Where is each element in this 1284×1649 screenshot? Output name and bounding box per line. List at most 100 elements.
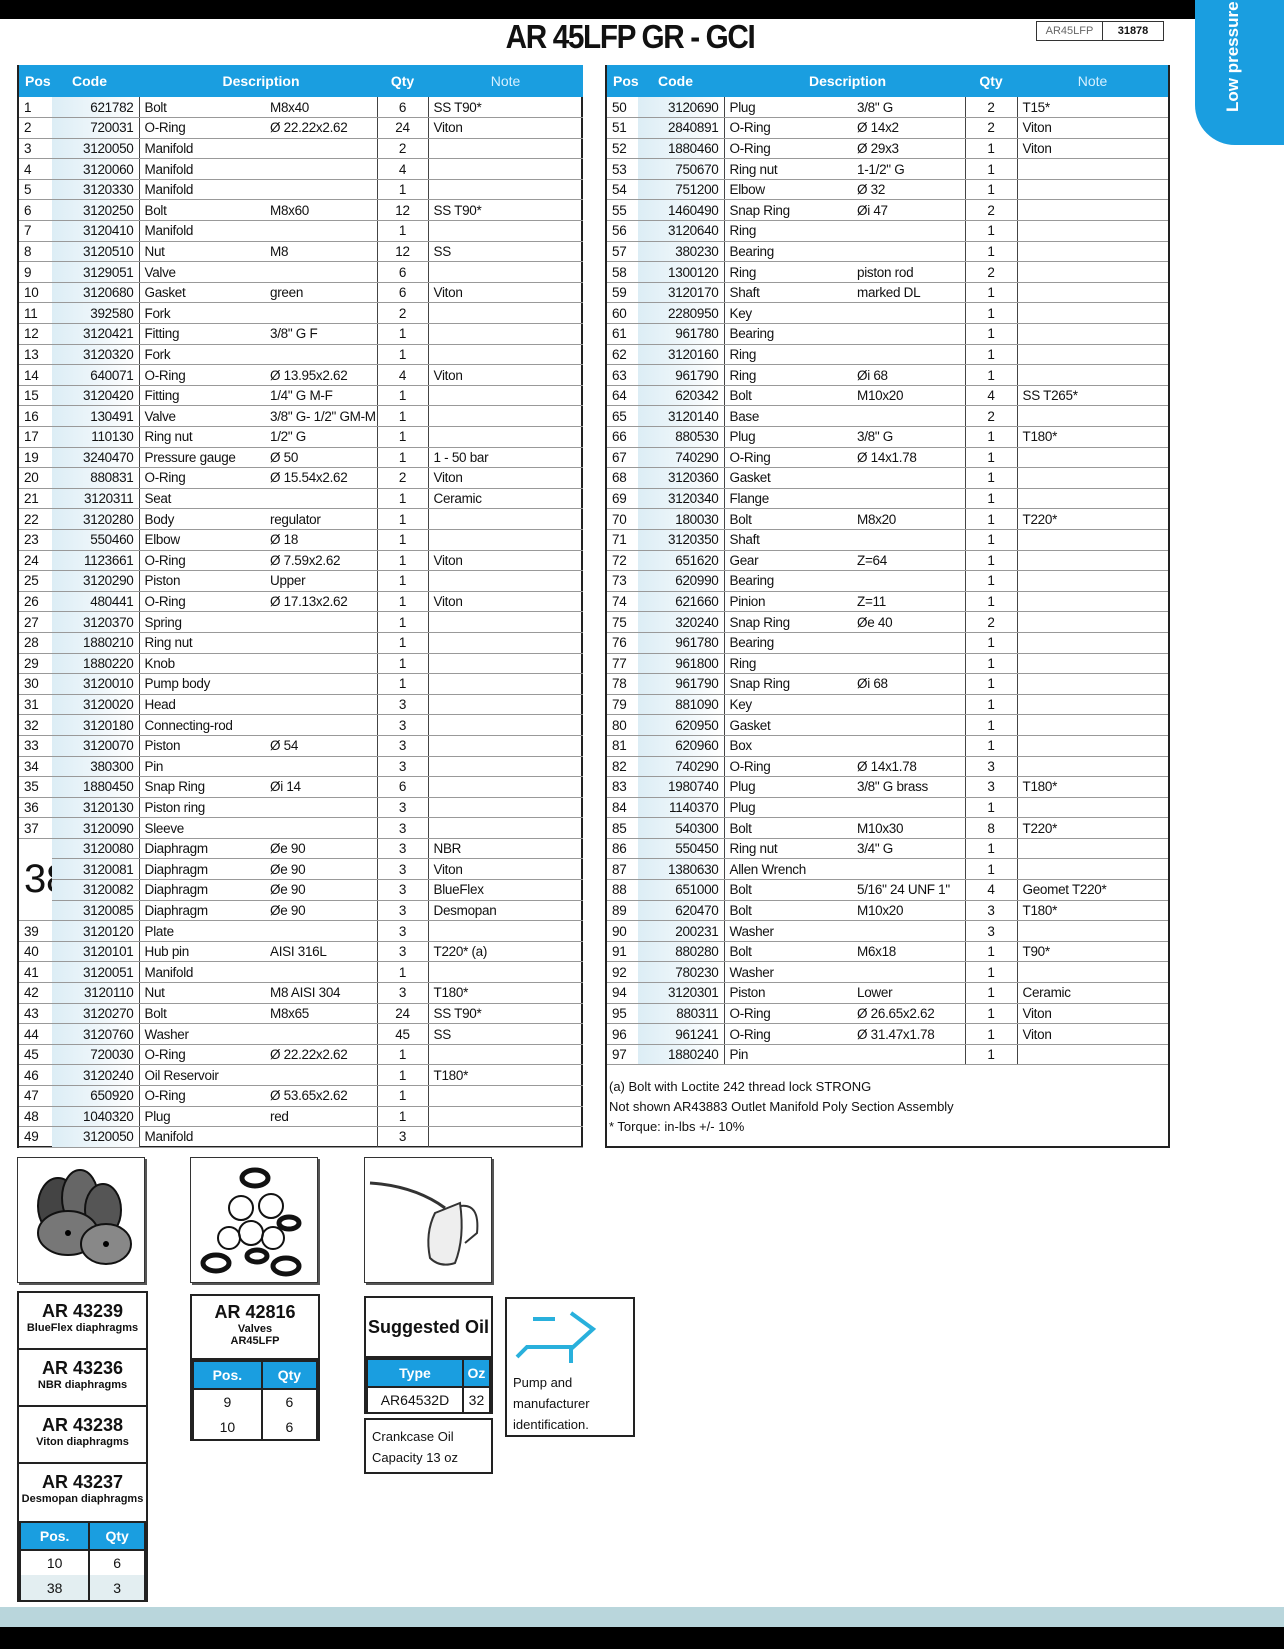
cell-code: 380230 <box>638 241 725 263</box>
cell-note <box>1017 158 1169 180</box>
cell-pos: 59 <box>607 282 638 304</box>
cell-dimension: Upper <box>265 570 378 592</box>
cell-qty: 1 <box>376 1044 429 1066</box>
capacity-line-1: Crankcase Oil <box>372 1429 454 1444</box>
cell-code: 880831 <box>52 467 140 489</box>
cell-code: 620960 <box>638 735 725 757</box>
table-row: 78 961790 Snap Ring Øi 68 1 <box>607 673 1169 695</box>
cell-note <box>1017 1044 1169 1066</box>
cell-description: Spring <box>139 611 265 633</box>
cell-note <box>1017 653 1169 675</box>
cell-code: 3120320 <box>52 344 140 366</box>
cell-description: Valve <box>139 405 265 427</box>
cell-note: NBR <box>428 838 584 860</box>
table-row: 88 651000 Bolt 5/16" 24 UNF 1" 4 Geomet T220* <box>607 879 1169 901</box>
table-row: 61 961780 Bearing 1 <box>607 323 1169 345</box>
cell-description: Allen Wrench <box>724 858 852 881</box>
cell-pos: 34 <box>19 756 52 778</box>
cell-description: Snap Ring <box>724 611 852 633</box>
cell-qty: 6 <box>260 1389 319 1414</box>
cell-code: 961780 <box>638 323 725 345</box>
cell-qty: 1 <box>964 302 1018 325</box>
cell-pos: 28 <box>19 632 52 654</box>
cell-qty: 4 <box>964 879 1018 901</box>
cell-pos: 47 <box>19 1085 52 1107</box>
cell-description: O-Ring <box>139 591 265 613</box>
cell-qty: 1 <box>376 323 429 345</box>
cell-code: 740290 <box>638 447 725 469</box>
cell-dimension <box>852 797 966 819</box>
top-black-bar <box>0 0 1284 19</box>
kit-nbr: AR 43236 NBR diaphragms <box>19 1350 146 1407</box>
cell-qty: 2 <box>964 117 1018 139</box>
cell-note <box>1017 797 1169 819</box>
cell-description: Gear <box>724 550 852 572</box>
table-row: 29 1880220 Knob 1 <box>19 653 584 675</box>
pump-id-box: Pump and manufacturer identification. <box>505 1297 635 1437</box>
cell-description: Knob <box>139 653 265 675</box>
cell-description: Bolt <box>724 508 852 530</box>
cell-description: Bolt <box>139 1003 265 1025</box>
cell-dimension: 3/8" G <box>852 426 966 448</box>
cell-note: Viton <box>1017 1023 1169 1045</box>
cell-pos: 8 <box>19 241 52 263</box>
cell-code: 961241 <box>638 1023 725 1045</box>
cell-pos: 38 <box>19 838 52 922</box>
table-row: 7 3120410 Manifold 1 <box>19 220 584 242</box>
cell-pos: 27 <box>19 611 52 633</box>
cell-dimension <box>852 467 966 489</box>
cell-dimension <box>265 1023 378 1045</box>
cell-note <box>1017 447 1169 469</box>
table-row: 60 2280950 Key 1 <box>607 302 1169 325</box>
table-row: 4 3120060 Manifold 4 <box>19 158 584 180</box>
cell-qty: 2 <box>964 97 1018 119</box>
cell-description: Oil Reservoir <box>139 1064 265 1086</box>
cell-pos: 6 <box>19 199 52 222</box>
cell-dimension: M10x30 <box>852 817 966 839</box>
cell-dimension <box>265 179 378 201</box>
cell-pos: 3 <box>19 138 52 160</box>
cell-dimension: M8 AISI 304 <box>265 982 378 1004</box>
cell-description: Diaphragm <box>139 900 265 922</box>
cell-pos: 36 <box>19 797 52 819</box>
cell-code: 3120050 <box>52 138 140 160</box>
cell-dimension: Øi 14 <box>265 776 378 798</box>
table-row: 49 3120050 Manifold 3 <box>19 1126 584 1148</box>
table-row: 5 3120330 Manifold 1 <box>19 179 584 201</box>
table-row: 91 880280 Bolt M6x18 1 T90* <box>607 941 1169 963</box>
cell-qty: 1 <box>964 447 1018 469</box>
cell-description: Bolt <box>724 817 852 839</box>
table-row: 82 740290 O-Ring Ø 14x1.78 3 <box>607 756 1169 778</box>
cell-note <box>1017 488 1169 510</box>
cell-pos: 49 <box>19 1126 52 1148</box>
cell-pos: 79 <box>607 694 638 716</box>
cell-note <box>1017 735 1169 757</box>
cell-dimension: Øi 68 <box>852 364 966 386</box>
cell-qty: 24 <box>376 1003 429 1025</box>
oil-can-image <box>364 1157 492 1283</box>
cell-qty: 1 <box>964 653 1018 675</box>
cell-qty: 1 <box>376 220 429 242</box>
cell-description: Plug <box>724 797 852 819</box>
cell-code: 3120090 <box>52 817 140 839</box>
cell-pos: 5 <box>19 179 52 201</box>
cell-qty: 3 <box>376 817 429 839</box>
cell-note: 1 - 50 bar <box>428 447 584 469</box>
table-row: 56 3120640 Ring 1 <box>607 220 1169 242</box>
cell-description: Snap Ring <box>724 673 852 695</box>
table-row: 24 1123661 O-Ring Ø 7.59x2.62 1 Viton <box>19 550 584 572</box>
cell-note <box>428 714 584 736</box>
cell-qty: 1 <box>964 961 1018 984</box>
cell-qty: 1 <box>376 508 429 530</box>
cell-pos: 56 <box>607 220 638 242</box>
cell-description: Plug <box>139 1106 265 1128</box>
cell-dimension <box>852 570 966 592</box>
cell-note: Viton <box>428 467 584 489</box>
cell-code: 621782 <box>52 97 140 119</box>
cell-pos: 94 <box>607 982 638 1004</box>
cell-note <box>1017 364 1169 386</box>
cell-qty: 1 <box>964 941 1018 963</box>
cell-dimension <box>265 653 378 675</box>
cell-pos: 54 <box>607 179 638 201</box>
